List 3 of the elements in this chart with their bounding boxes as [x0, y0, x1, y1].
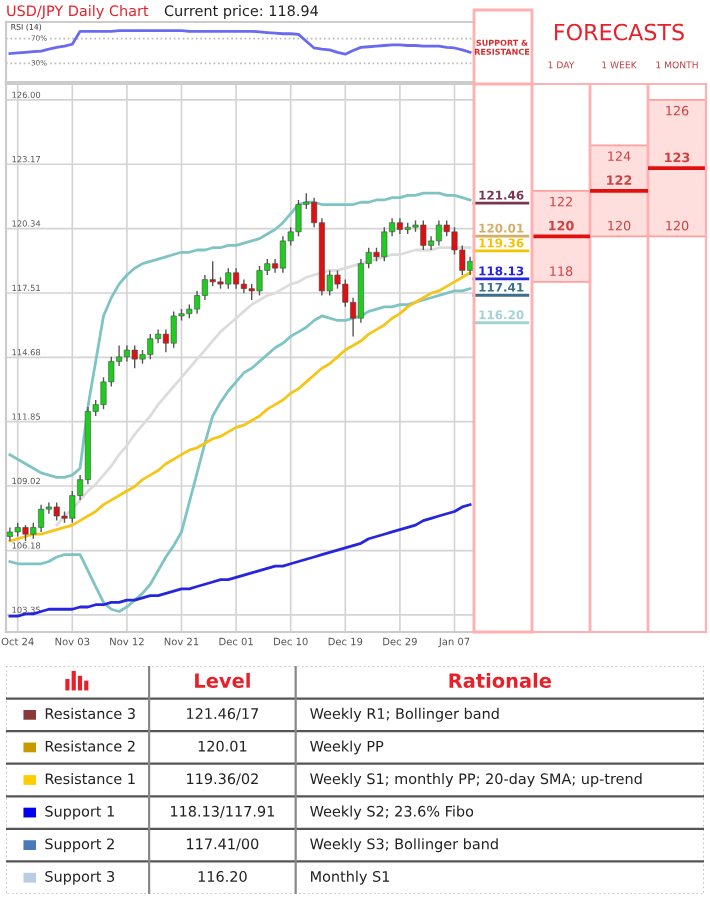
chart-title: FORECASTS	[555, 23, 684, 41]
category-label: Rationale	[449, 672, 552, 688]
category-label: Level	[195, 672, 250, 688]
